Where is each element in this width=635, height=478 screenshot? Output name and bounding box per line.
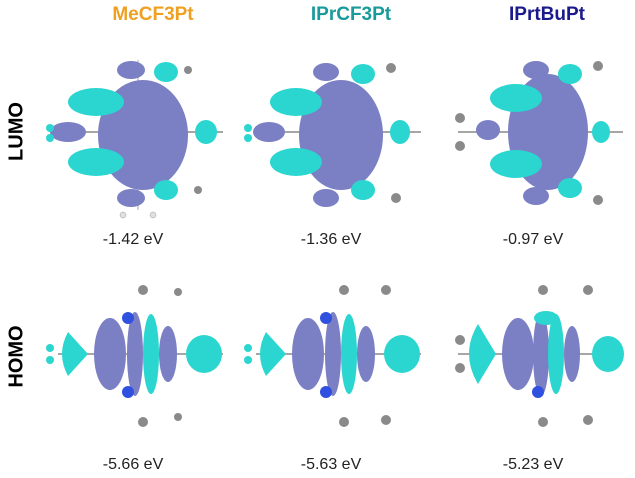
- column-title-iprtbupt: IPrtBuPt: [509, 4, 585, 25]
- homo-energy-iprcf3pt: -5.63 eV: [300, 456, 362, 473]
- lumo-energy-iprcf3pt: -1.36 eV: [300, 231, 362, 248]
- homo-structure: [46, 285, 223, 427]
- lumo-structure: [244, 63, 421, 207]
- homo-orbital-iprtbupt: [455, 285, 624, 427]
- column-title-mecf3pt: MeCF3Pt: [112, 4, 194, 25]
- column-title-iprcf3pt: IPrCF3Pt: [310, 4, 392, 25]
- lumo-energy-mecf3pt: -1.42 eV: [102, 231, 164, 248]
- homo-structure: [244, 285, 421, 427]
- row-label-homo: HOMO: [5, 325, 28, 388]
- lumo-structure: [455, 61, 623, 205]
- homo-energy-iprtbupt: -5.23 eV: [502, 456, 564, 473]
- row-label-lumo: LUMO: [5, 102, 28, 161]
- homo-energy-mecf3pt: -5.66 eV: [102, 456, 164, 473]
- lumo-orbital-mecf3pt: [46, 60, 223, 219]
- homo-orbital-mecf3pt: [46, 285, 223, 427]
- homo-structure: [455, 285, 624, 427]
- lumo-structure: [46, 60, 223, 219]
- homo-orbital-iprcf3pt: [244, 285, 421, 427]
- lumo-orbital-iprcf3pt: [244, 63, 421, 207]
- lumo-energy-iprtbupt: -0.97 eV: [502, 231, 564, 248]
- lumo-orbital-iprtbupt: [455, 61, 623, 205]
